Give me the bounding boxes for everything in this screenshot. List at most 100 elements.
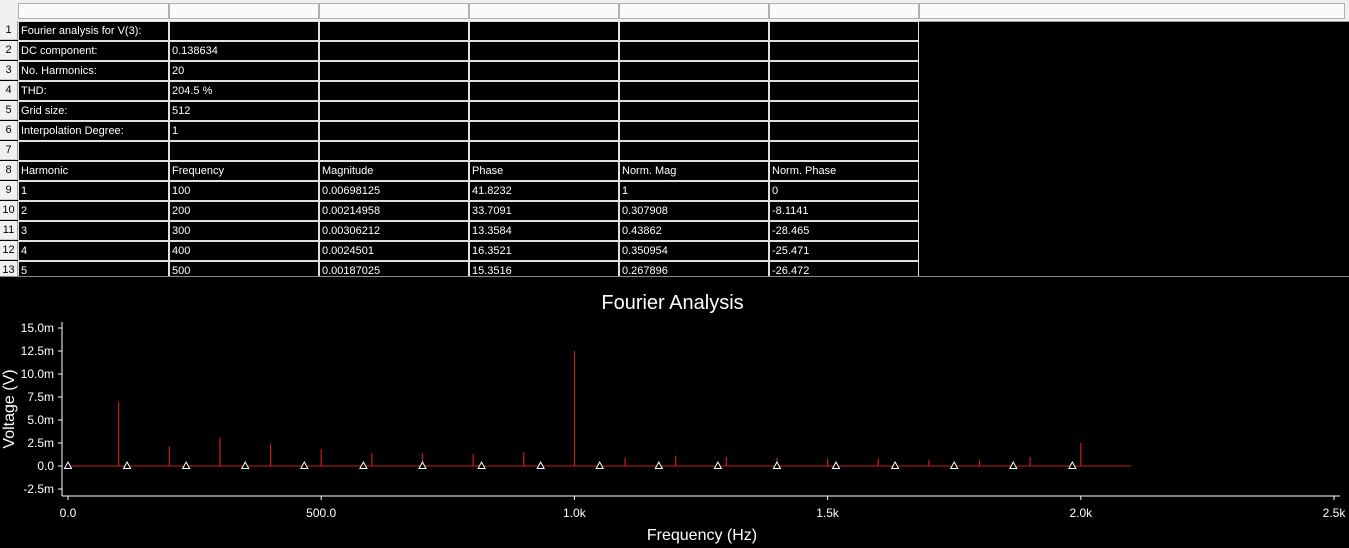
row-number[interactable]: 9	[0, 181, 18, 200]
table-cell[interactable]: 100	[169, 181, 319, 201]
table-cell[interactable]: 500	[169, 261, 319, 276]
table-cell[interactable]: 0.307908	[619, 201, 769, 221]
table-cell[interactable]: -25.471	[769, 241, 919, 261]
table-cell[interactable]: 0.00306212	[319, 221, 469, 241]
row-number[interactable]: 8	[0, 161, 18, 180]
column-header[interactable]	[469, 3, 619, 19]
table-cell[interactable]	[619, 21, 769, 41]
table-cell[interactable]: 0.138634	[169, 41, 319, 61]
row-number[interactable]: 2	[0, 41, 18, 60]
table-cell[interactable]	[619, 101, 769, 121]
table-cell[interactable]: 300	[169, 221, 319, 241]
row-number[interactable]: 11	[0, 221, 18, 240]
table-cell[interactable]: Magnitude	[319, 161, 469, 181]
table-cell[interactable]	[619, 41, 769, 61]
table-cell[interactable]: 0.00214958	[319, 201, 469, 221]
table-cell[interactable]: 5	[18, 261, 169, 276]
table-cell[interactable]: 0	[769, 181, 919, 201]
row-number[interactable]: 10	[0, 201, 18, 220]
table-cell[interactable]: DC component:	[18, 41, 169, 61]
table-cell[interactable]: Norm. Phase	[769, 161, 919, 181]
table-cell[interactable]: -28.465	[769, 221, 919, 241]
table-cell[interactable]	[469, 21, 619, 41]
table-cell[interactable]: Harmonic	[18, 161, 169, 181]
table-cell[interactable]: Frequency	[169, 161, 319, 181]
table-cell[interactable]	[769, 61, 919, 81]
table-cell[interactable]: 33.7091	[469, 201, 619, 221]
table-cell[interactable]	[319, 101, 469, 121]
column-header[interactable]	[18, 3, 169, 19]
table-cell[interactable]	[619, 61, 769, 81]
table-cell[interactable]: 0.350954	[619, 241, 769, 261]
table-cell[interactable]: Phase	[469, 161, 619, 181]
table-cell[interactable]	[319, 41, 469, 61]
column-header[interactable]	[169, 3, 319, 19]
table-cell[interactable]	[619, 121, 769, 141]
table-cell[interactable]: 1	[169, 121, 319, 141]
table-cell[interactable]	[769, 81, 919, 101]
table-cell[interactable]: -26.472	[769, 261, 919, 276]
table-cell[interactable]: THD:	[18, 81, 169, 101]
table-cell[interactable]: 3	[18, 221, 169, 241]
table-cell[interactable]: 1	[18, 181, 169, 201]
row-number[interactable]: 5	[0, 101, 18, 120]
table-cell[interactable]	[469, 41, 619, 61]
row-number[interactable]: 3	[0, 61, 18, 80]
marker-triangle	[1068, 460, 1077, 469]
table-cell[interactable]	[169, 141, 319, 161]
table-cell[interactable]	[769, 41, 919, 61]
table-cell[interactable]	[469, 141, 619, 161]
table-cell[interactable]	[769, 121, 919, 141]
table-cell[interactable]	[18, 141, 169, 161]
table-cell[interactable]: 512	[169, 101, 319, 121]
table-cell[interactable]: No. Harmonics:	[18, 61, 169, 81]
column-header[interactable]	[769, 3, 919, 19]
table-cell[interactable]	[619, 141, 769, 161]
table-cell[interactable]	[769, 141, 919, 161]
table-cell[interactable]: 41.8232	[469, 181, 619, 201]
table-cell[interactable]: -8.1141	[769, 201, 919, 221]
table-cell[interactable]: Grid size:	[18, 101, 169, 121]
row-number[interactable]: 7	[0, 141, 18, 160]
table-cell[interactable]: 2	[18, 201, 169, 221]
column-header[interactable]	[919, 3, 1345, 19]
table-cell[interactable]	[319, 81, 469, 101]
row-number[interactable]: 13	[0, 261, 18, 276]
table-cell[interactable]: 0.00698125	[319, 181, 469, 201]
row-number[interactable]: 12	[0, 241, 18, 260]
table-cell[interactable]	[619, 81, 769, 101]
table-cell[interactable]	[169, 21, 319, 41]
table-cell[interactable]: 0.43862	[619, 221, 769, 241]
table-cell[interactable]: 400	[169, 241, 319, 261]
table-cell[interactable]: 0.0024501	[319, 241, 469, 261]
table-cell[interactable]	[469, 61, 619, 81]
table-cell[interactable]: Norm. Mag	[619, 161, 769, 181]
table-cell[interactable]	[319, 121, 469, 141]
row-number[interactable]: 1	[0, 21, 18, 40]
row-number[interactable]: 4	[0, 81, 18, 100]
row-number[interactable]: 6	[0, 121, 18, 140]
table-cell[interactable]: 200	[169, 201, 319, 221]
table-cell[interactable]	[769, 21, 919, 41]
spreadsheet[interactable]: 1 Fourier analysis for V(3): 2 DC component…	[0, 0, 1349, 277]
table-cell[interactable]: 204.5 %	[169, 81, 319, 101]
table-cell[interactable]: 0.267896	[619, 261, 769, 276]
table-cell[interactable]	[769, 101, 919, 121]
table-cell[interactable]	[319, 21, 469, 41]
column-header[interactable]	[319, 3, 469, 19]
table-cell[interactable]: 13.3584	[469, 221, 619, 241]
table-cell[interactable]	[469, 81, 619, 101]
table-cell[interactable]: 15.3516	[469, 261, 619, 276]
table-cell[interactable]	[319, 141, 469, 161]
table-cell[interactable]: Interpolation Degree:	[18, 121, 169, 141]
table-cell[interactable]: 16.3521	[469, 241, 619, 261]
table-cell[interactable]: 20	[169, 61, 319, 81]
table-cell[interactable]: 1	[619, 181, 769, 201]
table-cell[interactable]: 4	[18, 241, 169, 261]
column-header[interactable]	[619, 3, 769, 19]
table-cell[interactable]	[469, 121, 619, 141]
table-cell[interactable]	[469, 101, 619, 121]
table-cell[interactable]: Fourier analysis for V(3):	[18, 21, 169, 41]
table-cell[interactable]: 0.00187025	[319, 261, 469, 276]
table-cell[interactable]	[319, 61, 469, 81]
